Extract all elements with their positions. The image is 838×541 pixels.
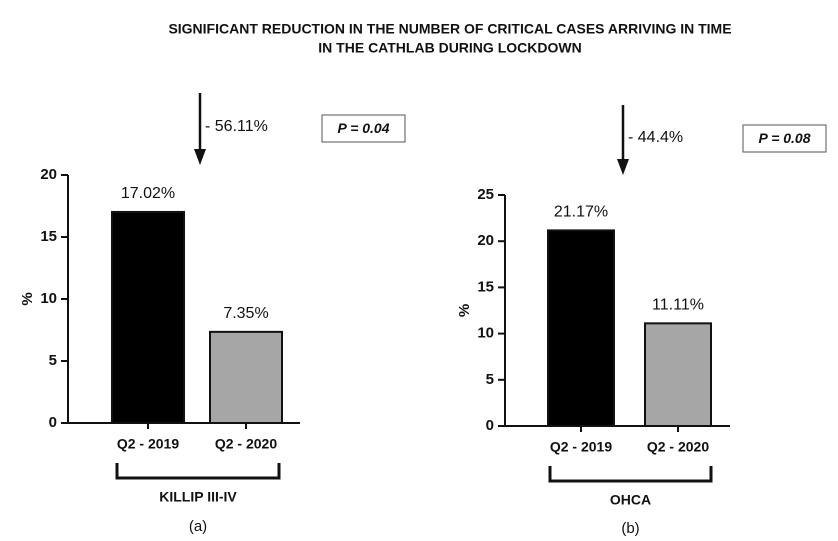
y-tick-label: 20	[40, 166, 57, 183]
value-label: 7.35%	[223, 305, 268, 322]
arrow-head	[617, 159, 629, 175]
bar	[209, 330, 283, 424]
y-axis-label: %	[19, 292, 36, 305]
value-label: 11.11%	[652, 297, 704, 314]
change-label: - 56.11%	[205, 118, 268, 135]
bar	[111, 210, 185, 424]
panel-label: (b)	[621, 520, 639, 537]
group-label: KILLIP III-IV	[159, 489, 237, 505]
change-label: - 44.4%	[628, 129, 683, 146]
group-bracket	[548, 466, 713, 483]
x-tick-label: Q2 - 2020	[647, 439, 709, 455]
y-tick-label: 5	[49, 352, 57, 369]
arrow-head	[194, 149, 206, 165]
y-tick-label: 0	[49, 414, 57, 431]
panel-label: (a)	[189, 518, 207, 535]
y-tick-label: 15	[40, 228, 57, 245]
y-tick-label: 10	[40, 290, 57, 307]
bar	[547, 229, 615, 427]
title-line: SIGNIFICANT REDUCTION IN THE NUMBER OF C…	[168, 21, 731, 37]
y-tick-label: 5	[486, 371, 494, 388]
x-tick-label: Q2 - 2019	[550, 439, 612, 455]
y-tick-label: 20	[477, 232, 494, 249]
y-axis-label: %	[456, 304, 473, 317]
y-tick-label: 0	[486, 417, 494, 434]
group-bracket	[115, 463, 281, 480]
p-value: P = 0.04	[337, 120, 389, 136]
value-label: 21.17%	[554, 204, 608, 221]
value-label: 17.02%	[121, 185, 175, 202]
p-value: P = 0.08	[758, 130, 810, 146]
y-tick-label: 10	[477, 325, 494, 342]
title-line: IN THE CATHLAB DURING LOCKDOWN	[318, 40, 581, 56]
y-tick-label: 25	[477, 186, 494, 203]
p-value-box	[742, 124, 827, 153]
x-tick-label: Q2 - 2020	[215, 436, 277, 452]
group-label: OHCA	[610, 492, 651, 508]
bar	[644, 322, 712, 427]
y-tick-label: 15	[477, 278, 494, 295]
x-tick-label: Q2 - 2019	[117, 436, 179, 452]
p-value-box	[321, 114, 406, 143]
